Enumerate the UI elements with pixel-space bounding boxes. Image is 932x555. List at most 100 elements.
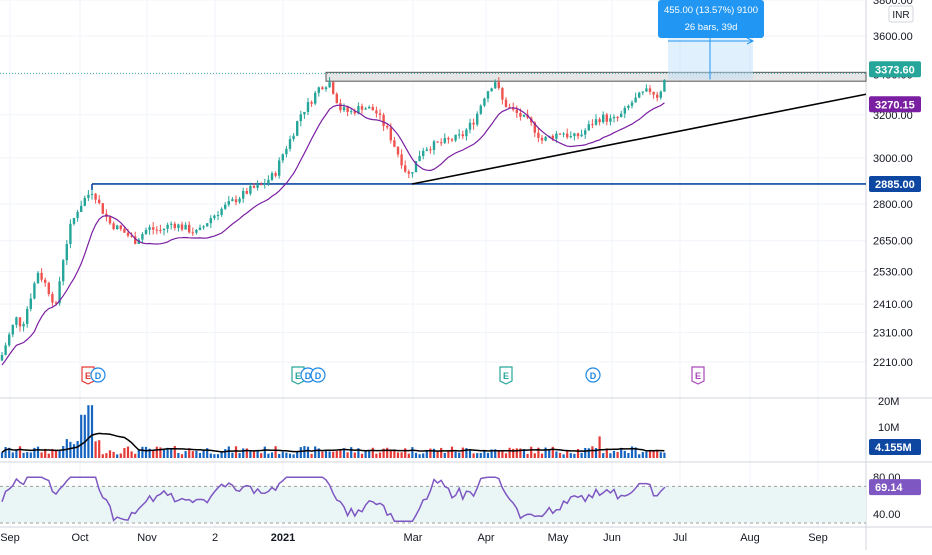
candle-body: [533, 122, 536, 133]
volume-bar: [368, 450, 371, 458]
candle-body: [306, 102, 310, 112]
volume-bar: [627, 452, 630, 458]
volume-tick-label: 10M: [878, 422, 899, 434]
earnings-event-icon[interactable]: [691, 366, 705, 385]
volume-bar: [321, 451, 324, 458]
support-badge-bg: [869, 175, 921, 192]
earnings-event-icon[interactable]: [81, 366, 95, 385]
candle-body: [566, 133, 569, 138]
volume-bar: [494, 449, 497, 458]
candle-body: [299, 114, 302, 122]
volume-bar: [296, 451, 299, 458]
volume-bar: [612, 450, 616, 458]
rsi-badge-bg: [869, 479, 921, 496]
volume-bar: [36, 446, 40, 458]
volume-bar: [170, 448, 173, 458]
candle-body: [134, 236, 137, 244]
candle-body: [540, 137, 544, 141]
volume-bar: [569, 453, 572, 458]
volume-bar: [537, 447, 540, 458]
volume-bar: [213, 454, 216, 458]
volume-bar: [98, 440, 101, 458]
volume-bar: [468, 449, 472, 458]
volume-bar: [267, 453, 270, 458]
candle-body: [587, 124, 590, 131]
volume-bar: [652, 450, 655, 458]
volume-bar: [299, 447, 302, 458]
volume-bar: [166, 447, 169, 458]
candle-body: [551, 135, 554, 139]
earnings-event-icon[interactable]: [499, 366, 513, 385]
candle-body: [184, 224, 187, 230]
volume-bar: [429, 448, 432, 458]
candle-body: [69, 223, 72, 245]
candle-body: [652, 91, 655, 95]
candle-body: [432, 141, 436, 150]
volume-bar: [216, 454, 220, 458]
candle-body: [62, 260, 65, 282]
volume-bar: [501, 449, 504, 458]
volume-bar: [256, 449, 259, 458]
volume-bar: [112, 451, 115, 458]
dividend-event-icon[interactable]: [90, 367, 106, 383]
volume-bar: [90, 405, 94, 458]
volume-bar: [548, 449, 551, 458]
volume-bar: [134, 453, 137, 458]
time-tick-label: Apr: [477, 532, 494, 544]
volume-bar: [141, 446, 144, 458]
volume-bar: [425, 450, 428, 458]
volume-bar: [148, 448, 151, 458]
candle-body: [353, 111, 356, 114]
candle-body: [119, 225, 122, 229]
volume-bar: [645, 451, 648, 458]
volume-bar: [389, 449, 392, 458]
dividend-event-icon[interactable]: [585, 367, 601, 383]
candle-body: [72, 217, 76, 224]
time-tick-label: May: [548, 532, 569, 544]
volume-bar: [180, 454, 184, 458]
candle-body: [206, 223, 209, 227]
volume-bar: [33, 447, 36, 458]
volume-bar: [4, 447, 7, 458]
candle-body: [126, 232, 130, 236]
volume-bar: [51, 448, 54, 458]
price-tick-label: 3800.00: [873, 0, 913, 7]
candle-body: [497, 82, 500, 88]
volume-bar: [375, 453, 378, 458]
price-tick-label: 3000.00: [873, 153, 913, 165]
volume-bar: [540, 453, 544, 458]
candle-body: [177, 224, 180, 228]
time-tick-label: 2: [212, 532, 218, 544]
volume-bar: [659, 452, 662, 458]
volume-bar: [386, 447, 389, 458]
candle-body: [479, 105, 482, 114]
volume-bar: [162, 449, 166, 458]
volume-bar: [234, 446, 238, 458]
candle-body: [198, 227, 202, 230]
last-price-badge-bg: [869, 61, 921, 78]
volume-bar: [584, 447, 587, 458]
volume-bar: [648, 450, 652, 458]
volume-bar: [663, 452, 666, 458]
volume-bar: [418, 454, 421, 458]
candle-body: [90, 193, 94, 195]
volume-bar: [303, 446, 306, 458]
candle-body: [411, 172, 414, 174]
dividend-event-icon[interactable]: [310, 367, 326, 383]
time-tick-label: Sep: [0, 532, 20, 544]
price-tick-label: 2530.00: [873, 267, 913, 279]
candle-body: [195, 229, 198, 233]
candle-body: [173, 223, 176, 228]
volume-bar: [209, 453, 212, 458]
volume-bar: [587, 448, 590, 458]
candle-body: [238, 198, 241, 203]
candle-body: [202, 226, 205, 228]
candle-body: [263, 183, 266, 185]
candle-body: [544, 136, 547, 141]
volume-bar: [623, 450, 626, 458]
earnings-event-icon[interactable]: [291, 366, 305, 385]
candle-body: [555, 133, 558, 139]
ma-value-badge-bg: [869, 96, 921, 113]
